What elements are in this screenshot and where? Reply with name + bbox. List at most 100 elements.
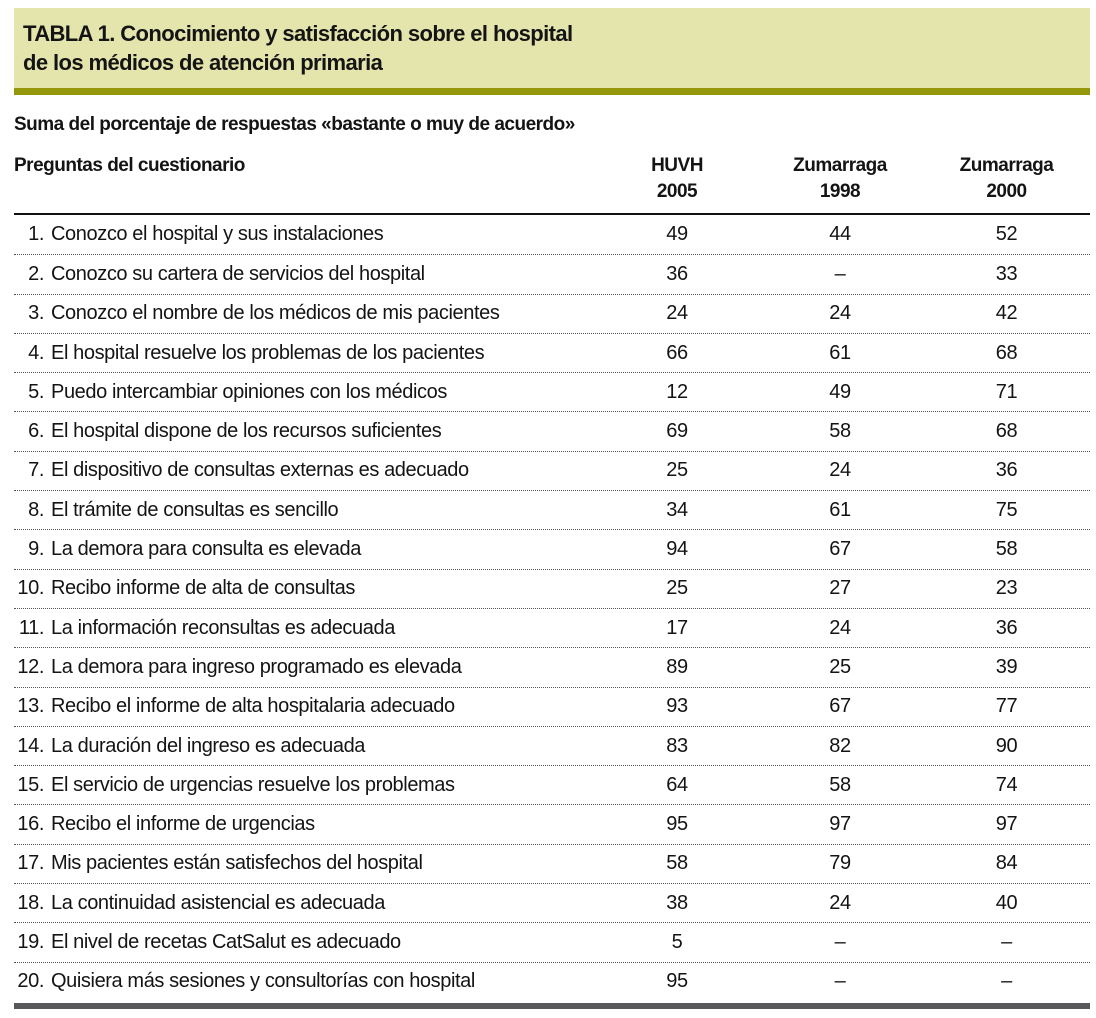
question-text: El nivel de recetas CatSalut es adecuado	[51, 930, 401, 953]
column-header-line1: HUVH	[651, 155, 703, 176]
value-zumarraga-1998: 25	[829, 655, 851, 678]
value-zumarraga-2000: 39	[995, 655, 1018, 678]
column-header-line1: Zumarraga	[959, 155, 1054, 176]
value-huvh-2005: 25	[666, 459, 688, 482]
table-row: 20. Quisiera más sesiones y consultorías…	[14, 961, 1090, 1001]
table-figure: TABLA 1. Conocimiento y satisfacción sob…	[14, 8, 1090, 1009]
question-cell: 20. Quisiera más sesiones y consultorías…	[14, 970, 597, 993]
value-huvh-2005: 36	[666, 262, 688, 285]
value-zumarraga-2000: 42	[995, 302, 1018, 325]
value-zumarraga-1998: 67	[829, 695, 851, 718]
value-huvh-2005: 38	[666, 891, 688, 914]
value-zumarraga-2000: 74	[995, 773, 1018, 796]
table-row: 5. Puedo intercambiar opiniones con los …	[14, 372, 1090, 411]
value-huvh-2005: 24	[666, 302, 688, 325]
value-zumarraga-1998: 27	[829, 577, 851, 600]
question-number: 7.	[28, 459, 44, 482]
value-zumarraga-2000: 68	[995, 420, 1018, 443]
column-header-huvh-2005: HUVH 2005	[597, 153, 757, 205]
value-zumarraga-2000: 36	[995, 616, 1018, 639]
value-huvh-2005: 95	[666, 970, 688, 993]
question-text: Conozco el hospital y sus instalaciones	[51, 223, 384, 246]
value-zumarraga-2000: –	[1001, 930, 1012, 953]
value-zumarraga-1998: 24	[829, 302, 851, 325]
table-body: 1. Conozco el hospital y sus instalacion…	[14, 215, 1090, 1001]
value-zumarraga-1998: 79	[829, 852, 851, 875]
question-number: 6.	[28, 420, 44, 443]
question-text: Mis pacientes están satisfechos del hosp…	[51, 852, 423, 875]
table-bottom-rule	[14, 1002, 1090, 1009]
value-huvh-2005: 58	[666, 852, 688, 875]
question-cell: 7. El dispositivo de consultas externas …	[14, 459, 597, 482]
value-zumarraga-2000: 33	[995, 262, 1018, 285]
value-zumarraga-2000: 52	[995, 223, 1018, 246]
value-zumarraga-1998: 44	[829, 223, 851, 246]
question-text: Puedo intercambiar opiniones con los méd…	[51, 380, 447, 403]
value-zumarraga-1998: –	[834, 262, 846, 285]
value-zumarraga-2000: 75	[995, 498, 1018, 521]
column-header-line1: Zumarraga	[793, 155, 887, 176]
column-header-line2: 1998	[819, 181, 861, 202]
question-cell: 17. Mis pacientes están satisfechos del …	[14, 852, 597, 875]
table-title-line1: TABLA 1. Conocimiento y satisfacción sob…	[23, 21, 573, 46]
table-row: 6. El hospital dispone de los recursos s…	[14, 411, 1090, 450]
table-row: 19. El nivel de recetas CatSalut es adec…	[14, 922, 1090, 961]
question-cell: 11. La información reconsultas es adecua…	[14, 617, 597, 640]
table-row: 7. El dispositivo de consultas externas …	[14, 450, 1090, 490]
table-subtitle: Suma del porcentaje de respuestas «basta…	[14, 114, 575, 135]
question-cell: 1. Conozco el hospital y sus instalacion…	[14, 223, 597, 246]
question-number: 12.	[17, 655, 44, 678]
question-number: 8.	[28, 498, 44, 521]
question-cell: 8. El trámite de consultas es sencillo	[14, 499, 597, 522]
question-text: Recibo informe de alta de consultas	[51, 577, 355, 600]
value-zumarraga-1998: 58	[829, 420, 851, 443]
question-text: Conozco el nombre de los médicos de mis …	[51, 302, 500, 325]
question-cell: 2. Conozco su cartera de servicios del h…	[14, 263, 597, 286]
value-zumarraga-1998: 49	[829, 380, 851, 403]
value-zumarraga-1998: 61	[829, 498, 851, 521]
table-row: 11. La información reconsultas es adecua…	[14, 607, 1090, 647]
value-zumarraga-1998: 58	[829, 773, 851, 796]
question-number: 15.	[17, 773, 44, 796]
question-cell: 14. La duración del ingreso es adecuada	[14, 735, 597, 758]
question-number: 19.	[17, 930, 44, 953]
table-row: 9. La demora para consulta es elevada 94…	[14, 529, 1090, 568]
column-header-zumarraga-1998: Zumarraga 1998	[757, 153, 923, 205]
column-header-line2: 2005	[656, 181, 698, 202]
table-row: 17. Mis pacientes están satisfechos del …	[14, 843, 1090, 883]
value-huvh-2005: 69	[666, 420, 688, 443]
value-zumarraga-2000: 40	[995, 891, 1018, 914]
value-zumarraga-2000: 71	[995, 380, 1018, 403]
question-cell: 10. Recibo informe de alta de consultas	[14, 577, 597, 600]
question-cell: 12. La demora para ingreso programado es…	[14, 656, 597, 679]
value-zumarraga-1998: –	[834, 930, 846, 953]
table-title-line2: de los médicos de atención primaria	[23, 50, 383, 75]
value-huvh-2005: 93	[666, 695, 688, 718]
table-row: 4. El hospital resuelve los problemas de…	[14, 332, 1090, 372]
value-zumarraga-2000: 84	[995, 852, 1018, 875]
value-zumarraga-1998: –	[834, 970, 846, 993]
question-number: 2.	[28, 262, 44, 285]
question-text: La demora para consulta es elevada	[51, 538, 361, 561]
value-zumarraga-2000: 97	[995, 813, 1018, 836]
value-huvh-2005: 25	[666, 577, 688, 600]
table-row: 12. La demora para ingreso programado es…	[14, 647, 1090, 686]
table-row: 1. Conozco el hospital y sus instalacion…	[14, 215, 1090, 254]
question-cell: 3. Conozco el nombre de los médicos de m…	[14, 302, 597, 325]
question-number: 16.	[17, 813, 44, 836]
value-zumarraga-1998: 24	[829, 891, 851, 914]
value-huvh-2005: 66	[666, 341, 688, 364]
value-zumarraga-2000: –	[1001, 970, 1012, 993]
value-zumarraga-1998: 61	[829, 341, 851, 364]
question-text: El servicio de urgencias resuelve los pr…	[51, 773, 455, 796]
question-cell: 18. La continuidad asistencial es adecua…	[14, 892, 597, 915]
question-text: La información reconsultas es adecuada	[51, 616, 395, 639]
value-zumarraga-2000: 68	[995, 341, 1018, 364]
value-zumarraga-1998: 24	[829, 459, 851, 482]
table-row: 2. Conozco su cartera de servicios del h…	[14, 254, 1090, 293]
question-number: 18.	[17, 891, 44, 914]
value-zumarraga-2000: 36	[995, 459, 1018, 482]
column-header-line2: 2000	[986, 181, 1027, 202]
value-zumarraga-1998: 24	[829, 616, 851, 639]
question-cell: 5. Puedo intercambiar opiniones con los …	[14, 381, 597, 404]
